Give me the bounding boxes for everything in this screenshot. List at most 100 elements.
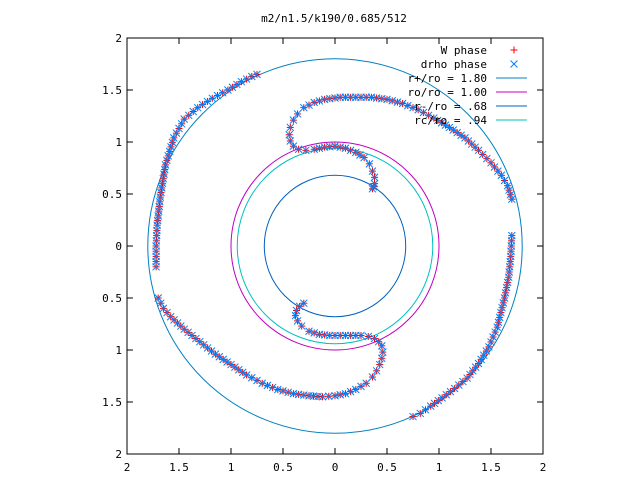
data-point: [360, 153, 368, 162]
data-point: [497, 308, 505, 317]
data-point: [341, 389, 350, 398]
data-point: [493, 323, 502, 331]
data-point: [177, 119, 186, 128]
data-point: [372, 366, 381, 375]
x-tick-label: 0.5: [273, 461, 293, 474]
data-point: [364, 332, 373, 341]
y-tick-label: 1.5: [102, 84, 122, 97]
data-point: [378, 348, 387, 356]
y-tick-label: 0.5: [102, 188, 122, 201]
data-point: [474, 359, 483, 368]
data-point: [499, 298, 508, 307]
data-point: [299, 103, 308, 112]
data-point: [203, 344, 212, 352]
data-point: [310, 328, 319, 337]
data-point: [215, 352, 224, 361]
x-tick-label: 1: [436, 461, 443, 474]
data-point: [500, 176, 509, 185]
data-point: [369, 182, 378, 191]
data-point: [295, 302, 304, 311]
legend-entry: W phase: [441, 44, 518, 57]
data-point: [430, 399, 439, 408]
data-point: [374, 337, 383, 346]
x-tick-label: 1.5: [481, 461, 501, 474]
data-point: [224, 86, 232, 94]
data-point: [234, 365, 243, 374]
legend-label: r-/ro = .68: [414, 100, 487, 113]
data-point: [457, 131, 465, 140]
data-point: [357, 382, 365, 391]
data-point: [242, 371, 251, 379]
data-point: [370, 334, 379, 343]
data-point: [498, 303, 506, 312]
data-point: [310, 98, 319, 107]
x-tick-label: 0: [332, 461, 339, 474]
y-tick-label: 1.5: [102, 396, 122, 409]
data-point: [368, 167, 377, 175]
data-point: [253, 70, 261, 79]
data-point: [184, 328, 192, 337]
data-point: [247, 72, 256, 81]
data-point: [180, 325, 189, 334]
legend-entry: rc/ro = .94: [414, 114, 527, 127]
legend-label: rc/ro = .94: [414, 114, 487, 127]
legend-entry: r+/ro = 1.80: [408, 72, 527, 85]
data-point: [482, 347, 491, 355]
data-point: [154, 294, 163, 302]
data-point: [213, 91, 222, 100]
data-point: [388, 96, 397, 105]
data-point: [356, 151, 364, 159]
data-point: [193, 103, 202, 112]
data-point: [293, 110, 302, 118]
data-point: [375, 360, 384, 369]
data-point: [351, 148, 360, 157]
data-point: [231, 363, 239, 372]
data-point: [403, 101, 412, 110]
data-point: [286, 137, 295, 145]
points-series-1: [152, 70, 516, 421]
data-point: [242, 75, 251, 83]
y-tick-label: 2: [115, 448, 122, 461]
data-point: [279, 387, 287, 395]
x-tick-label: 2: [124, 461, 131, 474]
data-point: [409, 412, 417, 421]
data-point: [199, 340, 208, 349]
chart-title: m2/n1.5/k190/0.685/512: [261, 12, 407, 25]
data-point: [163, 156, 171, 165]
data-point: [377, 354, 386, 363]
data-point: [263, 381, 272, 390]
data-point: [377, 341, 386, 350]
data-point: [211, 350, 220, 359]
data-point: [195, 337, 204, 346]
data-point: [258, 379, 267, 388]
data-point: [426, 402, 435, 411]
data-point: [192, 334, 200, 343]
x-tick-label: 1: [228, 461, 235, 474]
data-point: [203, 97, 212, 106]
data-point: [161, 161, 170, 169]
data-point: [506, 190, 515, 199]
data-point: [365, 159, 374, 168]
axis-ticks: 2 1.5 1 0.5 0 0.5 1 1.5 221.510.500.511.52: [102, 32, 546, 474]
data-point: [297, 322, 306, 330]
legend-entry: r-/ro = .68: [414, 100, 527, 113]
data-point: [223, 358, 231, 366]
y-tick-label: 0.5: [102, 292, 122, 305]
data-point: [227, 360, 235, 369]
circle-series-2: [147, 58, 523, 434]
legend-label: ro/ro = 1.00: [408, 86, 487, 99]
data-point: [434, 396, 443, 405]
data-point: [419, 108, 428, 117]
data-point: [188, 331, 196, 340]
data-point: [429, 114, 438, 122]
legend-label: drho phase: [421, 58, 487, 71]
data-point: [461, 133, 469, 142]
data-point: [442, 390, 451, 399]
data-point: [450, 384, 459, 393]
circle-series-5: [236, 147, 434, 345]
data-point: [318, 392, 327, 401]
data-point: [218, 88, 227, 97]
legend-label: W phase: [441, 44, 487, 57]
